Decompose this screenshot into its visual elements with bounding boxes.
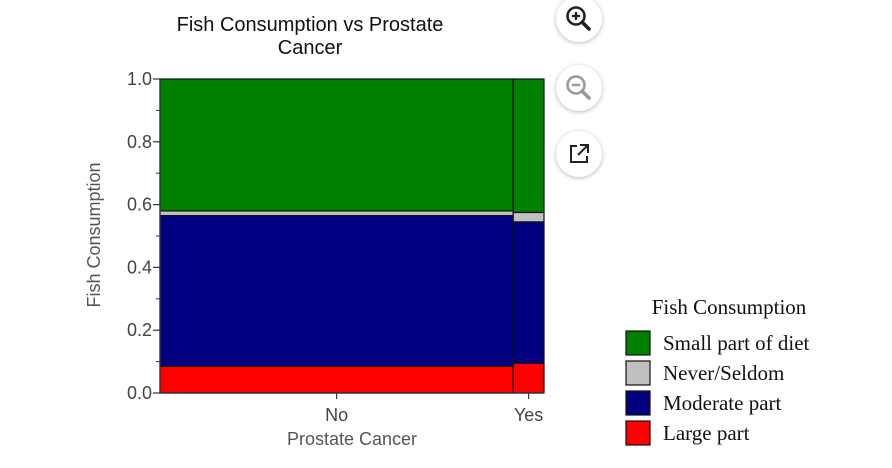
mosaic-cell-yes-small-part-of-diet [512,78,545,214]
chart-title-line-2: Cancer [278,37,343,59]
y-axis-title: Fish Consumption [84,162,104,307]
mosaic-cell-no-never-seldom [159,210,514,217]
open-external-icon [570,144,589,163]
zoom-in-icon [566,6,591,31]
y-tick-label: 0.8 [127,132,152,152]
zoom-in-button[interactable] [556,0,602,42]
x-axis-title: Prostate Cancer [287,429,417,449]
zoom-out-button[interactable] [556,65,602,111]
y-tick-label: 1.0 [127,69,152,89]
open-external-button[interactable] [556,131,602,177]
legend-label-never-seldom: Never/Seldom [663,361,784,385]
x-axis: No Yes [160,392,544,425]
legend-label-large-part: Large part [663,421,750,445]
legend-label-moderate-part: Moderate part [663,391,782,415]
legend: Fish Consumption Small part of diet Never… [625,295,810,446]
mosaic-cell-yes-never-seldom [512,211,545,223]
y-tick-label: 0.4 [127,257,152,277]
plot-area [159,78,545,394]
y-tick-label: 0.6 [127,195,152,215]
legend-swatch-moderate-part [625,390,651,416]
x-tick-label: No [325,405,348,425]
legend-swatch-small-part-of-diet [625,330,651,356]
legend-title: Fish Consumption [652,295,807,319]
zoom-out-icon [566,75,591,100]
y-tick-label: 0.2 [127,320,152,340]
legend-label-small-part-of-diet: Small part of diet [663,331,810,355]
chart-title-line-1: Fish Consumption vs Prostate [177,14,444,36]
chart-title: Fish Consumption vs Prostate Cancer [177,14,444,59]
mosaic-cell-yes-moderate-part [512,221,545,364]
legend-swatch-never-seldom [625,360,651,386]
y-axis: 0.0 0.2 0.4 0.6 0.8 1.0 [127,69,161,403]
mosaic-cell-no-small-part-of-diet [159,78,514,212]
legend-swatch-large-part [625,420,651,446]
mosaic-cell-no-large-part [159,365,514,394]
x-tick-label: Yes [514,405,543,425]
y-tick-label: 0.0 [127,383,152,403]
mosaic-cell-no-moderate-part [159,214,514,367]
mosaic-cell-yes-large-part [512,362,545,394]
